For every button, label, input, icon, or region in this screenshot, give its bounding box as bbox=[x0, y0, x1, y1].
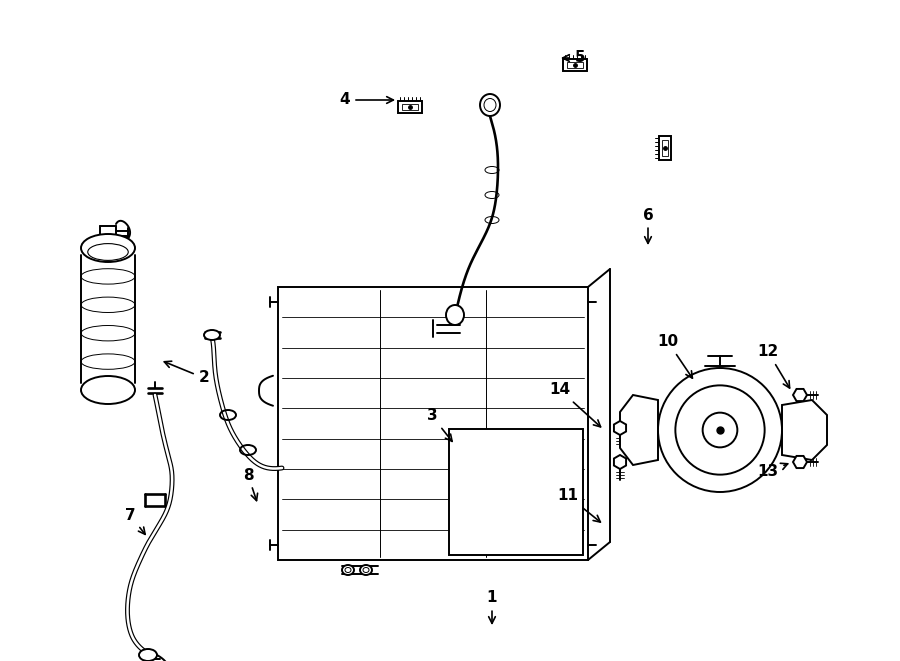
Text: 14: 14 bbox=[549, 383, 600, 427]
Ellipse shape bbox=[139, 649, 157, 661]
Bar bbox=[278, 287, 588, 560]
Circle shape bbox=[703, 412, 737, 447]
Text: 7: 7 bbox=[125, 508, 145, 534]
Text: 6: 6 bbox=[643, 208, 653, 243]
Ellipse shape bbox=[480, 94, 500, 116]
Bar bbox=[567, 62, 583, 68]
Text: 9: 9 bbox=[0, 660, 1, 661]
Ellipse shape bbox=[204, 330, 220, 340]
Ellipse shape bbox=[360, 565, 372, 575]
Ellipse shape bbox=[484, 98, 496, 112]
Bar bbox=[662, 140, 668, 156]
Text: 11: 11 bbox=[557, 488, 600, 522]
Text: 4: 4 bbox=[339, 93, 393, 108]
Text: 8: 8 bbox=[243, 467, 257, 500]
Text: 1: 1 bbox=[487, 590, 497, 623]
Polygon shape bbox=[620, 395, 658, 465]
Text: 12: 12 bbox=[758, 344, 789, 388]
Text: 13: 13 bbox=[758, 463, 788, 479]
Text: 3: 3 bbox=[427, 408, 452, 442]
Text: 2: 2 bbox=[165, 361, 210, 385]
Text: 10: 10 bbox=[657, 334, 692, 378]
Ellipse shape bbox=[345, 568, 351, 572]
Polygon shape bbox=[782, 400, 827, 460]
Bar bbox=[659, 136, 671, 160]
Ellipse shape bbox=[342, 565, 354, 575]
Ellipse shape bbox=[88, 244, 128, 260]
Ellipse shape bbox=[81, 376, 135, 404]
Circle shape bbox=[658, 368, 782, 492]
Bar bbox=[448, 429, 583, 555]
Bar bbox=[563, 59, 587, 71]
Ellipse shape bbox=[81, 234, 135, 262]
Bar bbox=[398, 101, 422, 113]
Circle shape bbox=[675, 385, 765, 475]
Ellipse shape bbox=[446, 305, 464, 325]
Text: 5: 5 bbox=[562, 50, 585, 65]
Bar bbox=[402, 104, 418, 110]
Ellipse shape bbox=[363, 568, 369, 572]
